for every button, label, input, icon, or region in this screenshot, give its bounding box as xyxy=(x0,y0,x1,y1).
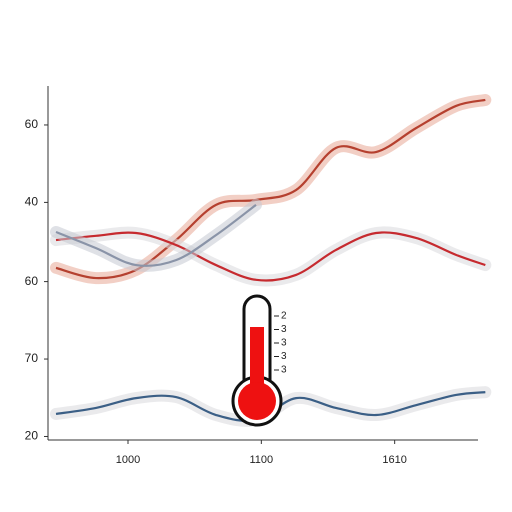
x-tick-label: 1000 xyxy=(116,454,140,466)
y-tick-label: 60 xyxy=(25,274,39,288)
series-line xyxy=(55,231,486,282)
thermometer-label: 3 xyxy=(281,351,287,362)
thermometer-label: 3 xyxy=(281,324,287,335)
thermometer-bulb xyxy=(238,382,276,420)
x-tick-label: 1610 xyxy=(382,454,406,466)
thermometer-label: 3 xyxy=(281,338,287,349)
y-tick-label: 40 xyxy=(25,195,39,209)
series-line xyxy=(55,98,486,280)
thermometer: 2 3 3 3 3 xyxy=(231,294,287,427)
thermometer-label: 3 xyxy=(281,365,287,376)
series-line xyxy=(55,203,257,267)
thermometer-label: 2 xyxy=(281,311,287,322)
y-tick-label: 60 xyxy=(25,117,39,131)
y-tick-label: 70 xyxy=(25,351,39,365)
y-tick-label: 20 xyxy=(25,429,39,443)
x-tick-label: 1100 xyxy=(250,454,274,466)
